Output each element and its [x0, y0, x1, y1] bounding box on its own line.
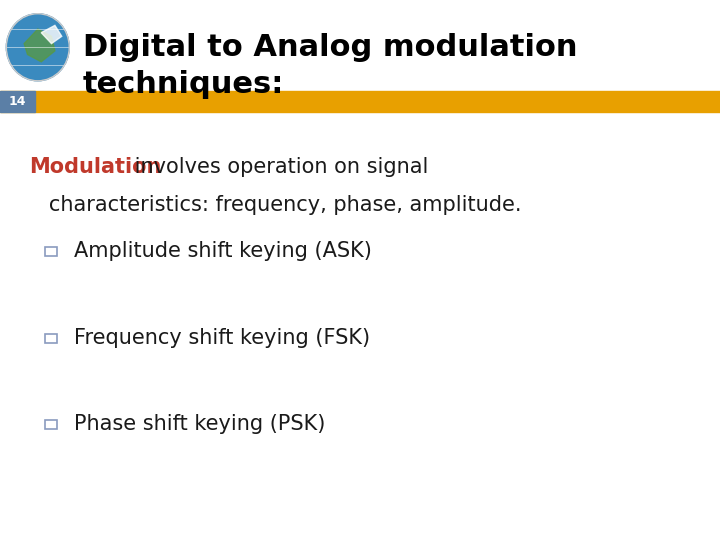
FancyBboxPatch shape: [45, 334, 57, 343]
Text: Digital to Analog modulation: Digital to Analog modulation: [83, 33, 577, 62]
Polygon shape: [41, 25, 62, 44]
Polygon shape: [24, 29, 55, 62]
Text: Phase shift keying (PSK): Phase shift keying (PSK): [74, 414, 325, 434]
Text: characteristics: frequency, phase, amplitude.: characteristics: frequency, phase, ampli…: [29, 195, 521, 215]
Text: 14: 14: [9, 95, 26, 108]
Text: involves operation on signal: involves operation on signal: [128, 157, 428, 177]
Bar: [0, 91, 720, 112]
FancyBboxPatch shape: [45, 420, 57, 429]
Text: Modulation: Modulation: [29, 157, 161, 177]
FancyBboxPatch shape: [45, 247, 57, 256]
Text: Frequency shift keying (FSK): Frequency shift keying (FSK): [74, 327, 370, 348]
Text: Amplitude shift keying (ASK): Amplitude shift keying (ASK): [74, 241, 372, 261]
Bar: [0, 91, 35, 112]
Text: techniques:: techniques:: [83, 70, 284, 99]
Circle shape: [6, 14, 69, 81]
